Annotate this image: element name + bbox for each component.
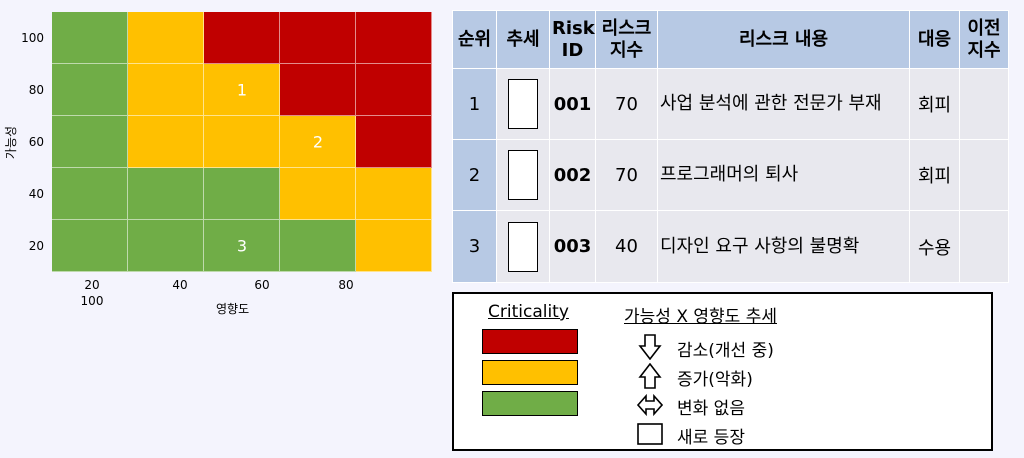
heatmap-cell [356, 168, 432, 220]
row-risk-index: 70 [595, 139, 658, 211]
heatmap-cell [52, 116, 128, 168]
row-risk-id: 003 [549, 210, 596, 283]
heatmap-cell [204, 220, 280, 272]
header-risk-id: Risk ID [549, 10, 596, 69]
header-risk-id-line1: Risk [552, 17, 595, 39]
y-tick-80: 80 [28, 83, 44, 97]
criticality-medium-swatch [482, 360, 578, 385]
arrow-up-icon [638, 363, 662, 389]
y-axis-title: 가능성 [4, 125, 19, 160]
trend-label-increase: 증가(악화) [677, 370, 753, 390]
row-rank: 2 [452, 139, 497, 211]
row-prev-index [959, 139, 1009, 211]
heatmap-cell [356, 116, 432, 168]
heatmap-cell [356, 12, 432, 64]
heatmap-cell [280, 220, 356, 272]
header-rank: 순위 [452, 10, 497, 69]
row-prev-index [959, 68, 1009, 140]
heatmap-cell [52, 168, 128, 220]
risk-heatmap: 1 2 3 [52, 12, 432, 272]
heatmap-cell [128, 12, 204, 64]
table-row: 3 003 40 디자인 요구 사항의 불명확 수용 [452, 210, 1009, 283]
new-icon [637, 423, 663, 445]
heatmap-cell [128, 220, 204, 272]
heatmap-cell [204, 64, 280, 116]
criticality-title: Criticality [488, 302, 569, 322]
row-rank: 3 [452, 210, 497, 283]
y-tick-20: 20 [28, 239, 44, 253]
heatmap-cell [280, 12, 356, 64]
new-icon [508, 150, 538, 200]
row-risk-content: 디자인 요구 사항의 불명확 [657, 210, 910, 283]
arrow-down-icon [638, 334, 662, 360]
heatmap-cell [52, 12, 128, 64]
header-response: 대응 [909, 10, 960, 69]
new-icon [508, 221, 538, 272]
row-rank: 1 [452, 68, 497, 140]
row-risk-index: 70 [595, 68, 658, 140]
trend-label-decrease: 감소(개선 중) [677, 341, 774, 361]
row-response: 회피 [909, 139, 960, 211]
x-tick-20: 20 [84, 278, 100, 292]
row-response: 수용 [909, 210, 960, 283]
risk-table: 순위 추세 Risk ID 리스크 지수 리스크 내용 대응 이전 지수 1 001 … [452, 10, 1009, 283]
y-tick-40: 40 [28, 187, 44, 201]
heatmap-cell [280, 116, 356, 168]
x-tick-40: 40 [172, 278, 188, 292]
row-risk-content: 프로그래머의 퇴사 [657, 139, 910, 211]
row-risk-index: 40 [595, 210, 658, 283]
risk-marker: 3 [236, 236, 248, 256]
row-trend [496, 68, 550, 140]
heatmap-cell [52, 64, 128, 116]
y-tick-100: 100 [21, 31, 44, 45]
legend-box: Criticality 가능성 X 영향도 추세 감소(개선 중) 증가(악화)… [452, 292, 993, 451]
heatmap-cell [52, 220, 128, 272]
trend-title: 가능성 X 영향도 추세 [624, 307, 777, 327]
arrow-left-right-icon [637, 393, 663, 417]
criticality-low-swatch [482, 391, 578, 416]
risk-marker: 1 [236, 80, 248, 100]
trend-label-no-change: 변화 없음 [677, 399, 745, 419]
heatmap-cell [280, 64, 356, 116]
x-tick-80: 80 [338, 278, 354, 292]
heatmap-cell [204, 116, 280, 168]
header-risk-id-line2: ID [561, 39, 584, 61]
header-prev-index-line2: 지수 [967, 39, 1001, 61]
header-trend: 추세 [496, 10, 550, 69]
heatmap-cell [204, 168, 280, 220]
row-risk-id: 002 [549, 139, 596, 211]
row-trend [496, 139, 550, 211]
x-axis-title: 영향도 [216, 302, 250, 316]
row-risk-content: 사업 분석에 관한 전문가 부재 [657, 68, 910, 140]
y-tick-60: 60 [28, 135, 44, 149]
heatmap-cell [128, 116, 204, 168]
header-risk-content: 리스크 내용 [657, 10, 910, 69]
heatmap-cell [356, 64, 432, 116]
table-row: 1 001 70 사업 분석에 관한 전문가 부재 회피 [452, 68, 1009, 140]
criticality-high-swatch [482, 329, 578, 354]
x-tick-60: 60 [254, 278, 270, 292]
risk-marker: 2 [312, 132, 324, 152]
heatmap-cell [204, 12, 280, 64]
new-icon [508, 79, 538, 129]
row-trend [496, 210, 550, 283]
heatmap-cell [128, 64, 204, 116]
header-risk-index-line1: 리스크 [601, 17, 652, 39]
row-response: 회피 [909, 68, 960, 140]
table-header-row: 순위 추세 Risk ID 리스크 지수 리스크 내용 대응 이전 지수 [452, 10, 1009, 69]
x-tick-100: 100 [80, 294, 104, 308]
trend-label-new: 새로 등장 [677, 428, 745, 448]
heatmap-cell [356, 220, 432, 272]
heatmap-cell [280, 168, 356, 220]
row-prev-index [959, 210, 1009, 283]
header-prev-index-line1: 이전 [967, 17, 1001, 39]
header-prev-index: 이전 지수 [959, 10, 1009, 69]
header-risk-index-line2: 지수 [609, 39, 644, 61]
heatmap-cell [128, 168, 204, 220]
table-row: 2 002 70 프로그래머의 퇴사 회피 [452, 139, 1009, 211]
header-risk-index: 리스크 지수 [595, 10, 658, 69]
row-risk-id: 001 [549, 68, 596, 140]
